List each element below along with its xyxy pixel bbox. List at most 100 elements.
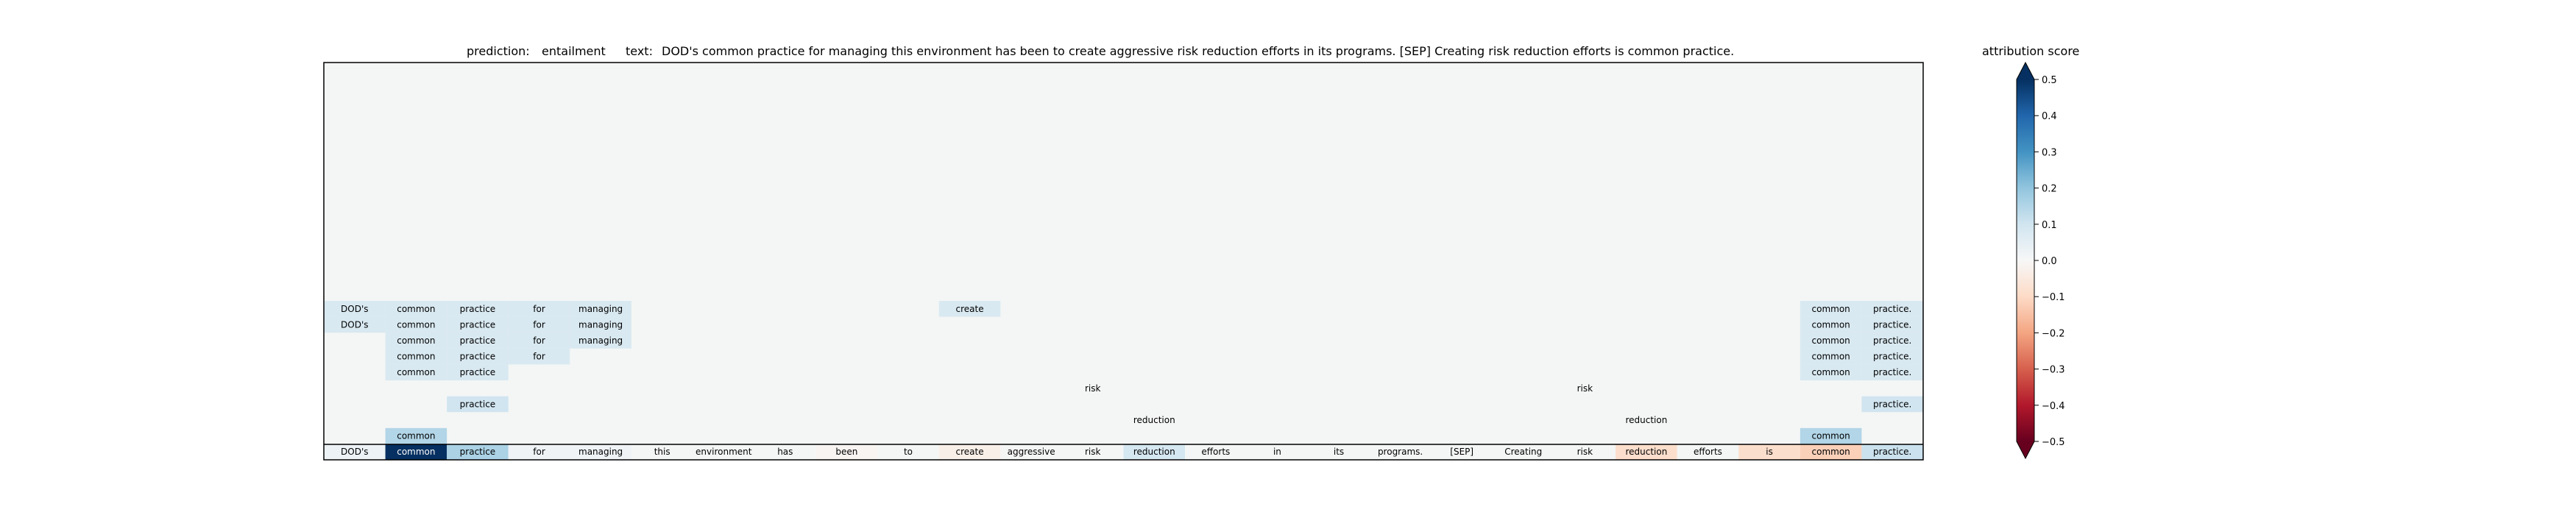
- heatmap-cell-label: environment: [696, 447, 752, 457]
- colorbar: attribution score 0.5 0.4 0.3 0.2 0.1 0.0 −0.1…: [1982, 44, 2079, 460]
- heatmap-cell-label: reduction: [1625, 415, 1667, 425]
- token-cell: DOD's: [324, 444, 386, 460]
- heatmap-cell-label: is: [1766, 447, 1773, 457]
- heatmap-cell-label: risk: [1577, 447, 1593, 457]
- heatmap-cell-label: efforts: [1201, 447, 1230, 457]
- heatmap-cell-bg: [1861, 396, 1923, 413]
- colorbar-ticks: 0.5 0.4 0.3 0.2 0.1 0.0 −0.1 −0.2 −0.3 −0.4 −0.5: [2034, 75, 2065, 448]
- step-row-cell: reduction: [1616, 412, 1677, 428]
- step-row-cell: practice: [447, 364, 509, 380]
- plot-background: [324, 63, 1923, 460]
- colorbar-gradient: [2017, 79, 2034, 441]
- step-row-cell: practice: [447, 333, 509, 349]
- heatmap-cell-bg: [1308, 444, 1370, 460]
- step-row-cell: for: [508, 316, 570, 333]
- colorbar-tick-label: 0.2: [2042, 184, 2057, 195]
- heatmap-cell-bg: [1800, 301, 1862, 317]
- heatmap-cell-label: common: [1812, 367, 1850, 377]
- prediction-label: prediction:: [467, 44, 530, 58]
- text-value: DOD's common practice for managing this …: [662, 44, 1734, 58]
- heatmap-cells: DOD's common practice for managing create comm…: [324, 301, 1923, 460]
- heatmap-cell-bg: [1000, 444, 1062, 460]
- heatmap-cell-bg: [385, 316, 447, 333]
- heatmap-cell-bg: [1800, 316, 1862, 333]
- heatmap-cell-label: create: [956, 447, 984, 457]
- heatmap-cell-label: common: [397, 431, 435, 441]
- step-row-cell: reduction: [1123, 412, 1186, 428]
- heatmap-cell-label: for: [533, 319, 545, 330]
- step-row-cell: for: [508, 301, 570, 317]
- heatmap-cell-label: practice.: [1873, 304, 1911, 314]
- heatmap-cell-label: common: [397, 367, 435, 377]
- heatmap-cell-bg: [1677, 444, 1739, 460]
- colorbar-tick-label: −0.4: [2042, 401, 2065, 412]
- heatmap-cell-bg: [1554, 444, 1616, 460]
- heatmap-cell-label: practice.: [1873, 352, 1911, 362]
- heatmap-cell-bg: [385, 364, 447, 380]
- heatmap-cell-bg: [1800, 444, 1862, 460]
- heatmap-cell-bg: [447, 364, 509, 380]
- heatmap-cell-bg: [508, 348, 570, 365]
- token-cell: programs.: [1369, 444, 1432, 460]
- token-cell: efforts: [1185, 444, 1247, 460]
- colorbar-tick-label: 0.5: [2042, 75, 2057, 86]
- step-row-cell: practice.: [1861, 316, 1923, 333]
- heatmap-cell-bg: [1554, 380, 1616, 397]
- heatmap-cell-label: common: [1812, 447, 1850, 457]
- heatmap-cell-bg: [508, 444, 570, 460]
- token-cell: practice.: [1861, 444, 1923, 460]
- heatmap-cell-label: practice.: [1873, 367, 1911, 377]
- colorbar-extend-top: [2017, 63, 2034, 79]
- heatmap-cell-bg: [877, 444, 939, 460]
- step-row-cell: common: [385, 333, 447, 349]
- heatmap-cell-bg: [938, 444, 1001, 460]
- plot-border: [323, 62, 1924, 461]
- token-cell: reduction: [1123, 444, 1186, 460]
- heatmap-cell-bg: [1492, 444, 1554, 460]
- step-row-cell: common: [1800, 427, 1862, 444]
- heatmap-cell-label: managing: [578, 319, 623, 330]
- step-row-cell: practice.: [1861, 364, 1923, 380]
- heatmap-cell-label: practice: [460, 352, 496, 362]
- heatmap-cell-bg: [570, 316, 631, 333]
- heatmap-cell-bg: [385, 301, 447, 317]
- heatmap-cell-label: common: [1812, 304, 1850, 314]
- step-row-cell: managing: [570, 301, 631, 317]
- token-cell: efforts: [1677, 444, 1739, 460]
- heatmap-cell-bg: [385, 333, 447, 349]
- heatmap-cell-label: common: [1812, 352, 1850, 362]
- token-cell: this: [631, 444, 693, 460]
- token-cell: managing: [570, 444, 631, 460]
- token-cell: reduction: [1616, 444, 1677, 460]
- token-cell: for: [508, 444, 570, 460]
- heatmap-cell-bg: [508, 333, 570, 349]
- heatmap-cell-bg: [385, 444, 447, 460]
- colorbar-tick-label: 0.0: [2042, 256, 2057, 267]
- heatmap-cell-bg: [1123, 412, 1186, 428]
- heatmap-cell-label: DOD's: [341, 319, 368, 330]
- heatmap-cell-bg: [447, 348, 509, 365]
- heatmap-cell-label: reduction: [1625, 447, 1667, 457]
- heatmap-cell-bg: [1800, 333, 1862, 349]
- heatmap-cell-label: its: [1334, 447, 1344, 457]
- heatmap-cell-label: common: [397, 447, 435, 457]
- step-row-cell: common: [385, 348, 447, 365]
- token-cell: practice: [447, 444, 509, 460]
- heatmap-cell-label: practice: [460, 447, 496, 457]
- colorbar-extend-bottom: [2017, 441, 2034, 458]
- step-row-cell: managing: [570, 316, 631, 333]
- token-cell: been: [815, 444, 878, 460]
- step-row-cell: common: [1800, 364, 1862, 380]
- heatmap-cell-label: efforts: [1694, 447, 1722, 457]
- step-row-cell: risk: [1061, 380, 1124, 397]
- heatmap-cell-label: create: [956, 304, 984, 314]
- heatmap-cell-bg: [447, 301, 509, 317]
- token-cell: risk: [1554, 444, 1616, 460]
- colorbar-tick-label: −0.2: [2042, 328, 2065, 339]
- heatmap-cell-bg: [324, 301, 386, 317]
- token-cell: create: [938, 444, 1001, 460]
- heatmap-cell-bg: [385, 348, 447, 365]
- heatmap-cell-bg: [1369, 444, 1432, 460]
- step-row-cell: DOD's: [324, 301, 386, 317]
- heatmap-cell-label: for: [533, 447, 545, 457]
